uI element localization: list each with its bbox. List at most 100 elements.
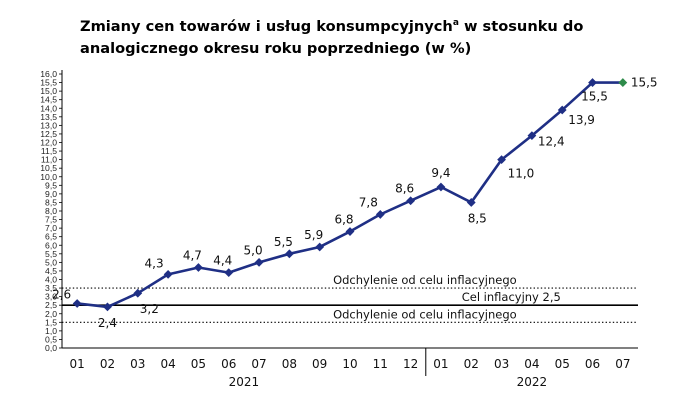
data-label: 5,5 bbox=[274, 235, 293, 249]
y-tick-label: 13,0 bbox=[40, 120, 57, 130]
data-label: 8,6 bbox=[395, 182, 414, 196]
y-tick-label: 4,0 bbox=[45, 275, 57, 285]
data-point-marker bbox=[527, 131, 537, 141]
y-tick-label: 7,0 bbox=[45, 223, 57, 233]
year-label: 2021 bbox=[229, 375, 260, 389]
y-tick-label: 9,5 bbox=[45, 180, 57, 190]
data-label: 5,9 bbox=[304, 228, 323, 242]
data-label: 15,5 bbox=[631, 76, 658, 90]
data-label: 2,4 bbox=[98, 316, 117, 330]
data-label: 9,4 bbox=[431, 166, 450, 180]
y-tick-label: 11,0 bbox=[41, 155, 57, 165]
chart-title-main: Zmiany cen towarów i usług konsumpcyjnyc… bbox=[80, 17, 453, 35]
x-tick-label: 11 bbox=[373, 357, 388, 371]
y-tick-label: 6,0 bbox=[45, 240, 57, 250]
x-tick-label: 09 bbox=[312, 357, 327, 371]
x-tick-label: 12 bbox=[403, 357, 418, 371]
y-tick-label: 2,5 bbox=[45, 300, 57, 310]
y-tick-label: 1,0 bbox=[45, 326, 57, 336]
data-point-marker bbox=[466, 198, 476, 207]
data-point-marker bbox=[103, 302, 112, 312]
chart-title-rest: w stosunku do analogicznego okresu roku … bbox=[80, 17, 584, 57]
data-point-marker bbox=[194, 263, 203, 272]
year-label: 2022 bbox=[517, 375, 548, 389]
data-label: 13,9 bbox=[568, 113, 595, 127]
data-point-marker bbox=[254, 257, 264, 267]
y-tick-label: 3,5 bbox=[45, 283, 57, 293]
data-point-marker bbox=[163, 269, 173, 279]
x-tick-label: 03 bbox=[130, 357, 145, 371]
data-label: 7,8 bbox=[359, 195, 378, 209]
y-tick-label: 8,0 bbox=[45, 206, 57, 216]
y-tick-label: 15,0 bbox=[40, 86, 57, 96]
y-tick-label: 5,0 bbox=[45, 257, 57, 267]
y-tick-label: 11,5 bbox=[41, 146, 57, 156]
data-point-marker bbox=[133, 288, 143, 298]
data-label: 5,0 bbox=[244, 243, 263, 257]
y-tick-label: 0,0 bbox=[45, 343, 57, 353]
y-tick-label: 4,5 bbox=[45, 266, 57, 276]
x-tick-label: 07 bbox=[251, 357, 266, 371]
data-point-marker bbox=[406, 196, 416, 206]
x-tick-label: 08 bbox=[282, 357, 297, 371]
data-point-marker bbox=[497, 155, 506, 165]
y-tick-label: 5,5 bbox=[45, 249, 57, 259]
y-tick-label: 10,5 bbox=[40, 163, 57, 173]
y-tick-label: 16,0 bbox=[40, 69, 57, 79]
data-label: 4,3 bbox=[145, 256, 164, 270]
y-tick-label: 14,5 bbox=[40, 95, 57, 105]
data-label: 12,4 bbox=[538, 135, 565, 149]
reference-line-label: Odchylenie od celu inflacyjnego bbox=[333, 273, 517, 287]
data-point-marker bbox=[284, 249, 294, 259]
y-tick-label: 2,0 bbox=[45, 309, 57, 319]
x-tick-label: 01 bbox=[70, 357, 85, 371]
x-tick-label: 03 bbox=[494, 357, 509, 371]
y-tick-label: 14,0 bbox=[40, 103, 57, 113]
data-point-marker bbox=[345, 227, 355, 236]
x-tick-label: 10 bbox=[342, 357, 357, 371]
data-point-marker bbox=[375, 210, 385, 219]
x-tick-label: 06 bbox=[585, 357, 600, 371]
y-tick-label: 1,5 bbox=[45, 317, 57, 327]
x-tick-label: 07 bbox=[615, 357, 630, 371]
y-tick-label: 10,0 bbox=[40, 172, 57, 182]
data-label: 4,4 bbox=[213, 254, 232, 268]
data-label: 4,7 bbox=[183, 249, 202, 263]
reference-line-label: Odchylenie od celu inflacyjnego bbox=[333, 307, 517, 321]
data-label: 6,8 bbox=[334, 213, 353, 227]
x-tick-label: 06 bbox=[221, 357, 236, 371]
data-point-marker bbox=[224, 268, 234, 278]
data-point-marker bbox=[315, 242, 325, 252]
data-label: 15,5 bbox=[581, 90, 608, 104]
y-tick-label: 0,5 bbox=[45, 334, 57, 344]
y-tick-label: 6,5 bbox=[45, 232, 57, 242]
data-label: 8,5 bbox=[468, 211, 487, 225]
chart-title-footnote-mark: a bbox=[452, 18, 459, 28]
y-tick-label: 7,5 bbox=[45, 215, 57, 225]
x-tick-label: 02 bbox=[464, 357, 479, 371]
y-tick-label: 12,5 bbox=[40, 129, 57, 139]
y-tick-label: 15,5 bbox=[40, 78, 57, 88]
data-point-marker bbox=[557, 105, 567, 115]
reference-line-label: Cel inflacyjny 2,5 bbox=[462, 290, 561, 304]
y-tick-label: 13,5 bbox=[40, 112, 57, 122]
data-label: 2,6 bbox=[52, 287, 71, 301]
data-point-marker bbox=[588, 78, 597, 87]
chart-title: Zmiany cen towarów i usług konsumpcyjnyc… bbox=[80, 12, 680, 60]
data-point-marker bbox=[436, 182, 446, 192]
x-tick-label: 05 bbox=[191, 357, 206, 371]
data-label: 11,0 bbox=[508, 167, 535, 181]
x-tick-label: 04 bbox=[160, 357, 175, 371]
data-point-marker bbox=[618, 78, 628, 87]
y-tick-label: 3,0 bbox=[45, 292, 57, 302]
data-label: 3,2 bbox=[140, 302, 159, 316]
x-tick-label: 05 bbox=[555, 357, 570, 371]
data-point-marker bbox=[72, 299, 82, 308]
x-tick-label: 04 bbox=[524, 357, 539, 371]
x-tick-label: 01 bbox=[433, 357, 448, 371]
y-tick-label: 9,0 bbox=[45, 189, 57, 199]
y-tick-label: 12,0 bbox=[40, 138, 57, 148]
x-tick-label: 02 bbox=[100, 357, 115, 371]
y-tick-label: 8,5 bbox=[45, 197, 57, 207]
